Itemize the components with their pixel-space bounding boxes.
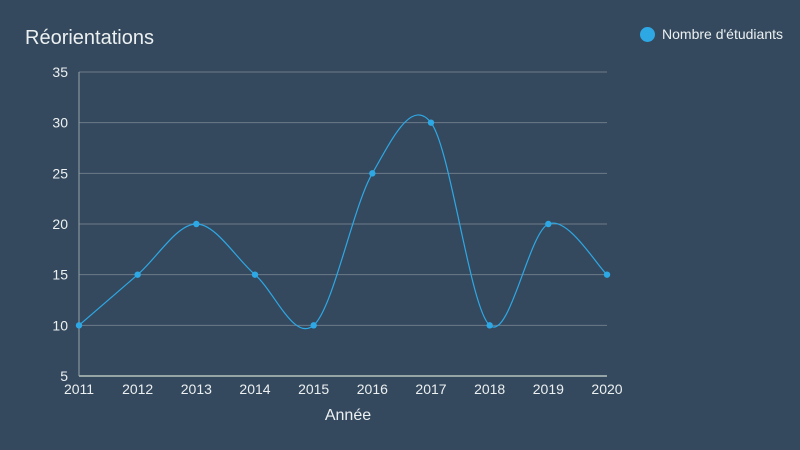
x-tick-label: 2013 (181, 381, 212, 397)
x-tick-label: 2019 (533, 381, 564, 397)
x-axis-title: Année (325, 407, 371, 424)
data-point (310, 322, 317, 329)
series-line (78, 114, 608, 330)
legend-label: Nombre d'étudiants (662, 26, 783, 42)
x-tick-label: 2018 (474, 381, 505, 397)
y-tick-label: 10 (52, 317, 68, 333)
data-point (134, 271, 141, 278)
data-point (75, 322, 83, 329)
x-tick-label: 2015 (298, 381, 329, 397)
y-tick-label: 15 (52, 267, 68, 283)
data-point (369, 170, 376, 177)
y-tick-label: 20 (52, 216, 68, 232)
x-tick-label: 2020 (591, 381, 622, 397)
data-point (603, 271, 611, 278)
x-tick-label: 2011 (64, 381, 94, 397)
x-tick-label: 2017 (415, 381, 446, 397)
y-tick-label: 30 (52, 115, 68, 131)
legend: Nombre d'étudiants (640, 26, 783, 42)
data-point (545, 220, 552, 228)
data-point (427, 119, 435, 126)
chart-title: Réorientations (25, 27, 154, 49)
data-point (193, 220, 200, 228)
legend-swatch-icon (640, 26, 656, 42)
data-point (251, 271, 259, 278)
data-point (486, 322, 493, 329)
x-tick-label: 2016 (357, 381, 388, 397)
y-tick-label: 5 (60, 368, 68, 384)
x-tick-label: 2012 (122, 381, 153, 397)
x-tick-label: 2014 (239, 381, 270, 397)
y-tick-label: 25 (52, 165, 68, 181)
y-tick-label: 35 (52, 64, 68, 80)
